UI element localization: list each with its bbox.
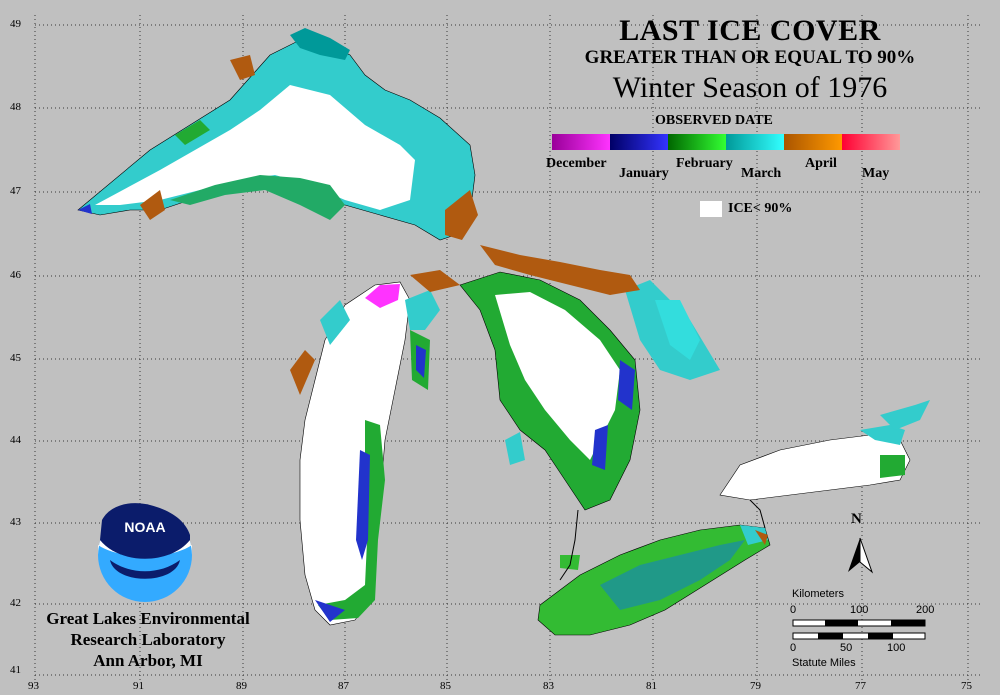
legend-label-february: February bbox=[676, 156, 733, 171]
mi-tick: 100 bbox=[887, 642, 906, 654]
lon-label: 89 bbox=[236, 680, 247, 692]
title-line3: Winter Season of 1976 bbox=[612, 71, 888, 104]
lon-label: 75 bbox=[961, 680, 972, 692]
km-tick: 200 bbox=[916, 604, 935, 616]
lat-label: 44 bbox=[10, 434, 21, 446]
legend-swatch-march bbox=[726, 134, 784, 150]
km-label: Kilometers bbox=[792, 588, 844, 600]
lake-erie bbox=[537, 524, 771, 636]
lat-label: 48 bbox=[10, 101, 21, 113]
legend-label-january: January bbox=[619, 166, 669, 181]
legend-swatch-december bbox=[552, 134, 610, 150]
rivers bbox=[559, 499, 766, 581]
legend-label-may: May bbox=[862, 166, 890, 181]
observed-date-legend-bar bbox=[552, 134, 900, 150]
credit-line1: Great Lakes Environmental bbox=[46, 609, 250, 628]
mi-tick: 50 bbox=[840, 642, 853, 654]
title-line1: LAST ICE COVER bbox=[619, 14, 881, 47]
lat-label: 41 bbox=[10, 664, 21, 676]
lake-ontario bbox=[719, 400, 930, 501]
lat-label: 45 bbox=[10, 352, 21, 364]
scale-bars bbox=[792, 619, 926, 640]
legend-label-march: March bbox=[741, 166, 782, 181]
north-arrow-icon bbox=[848, 537, 874, 574]
legend-swatch-april bbox=[784, 134, 842, 150]
lake-superior bbox=[77, 28, 478, 241]
legend-swatch-may bbox=[842, 134, 900, 150]
svg-text:NOAA: NOAA bbox=[124, 519, 165, 535]
km-tick: 100 bbox=[850, 604, 869, 616]
km-tick: 0 bbox=[790, 604, 797, 616]
mi-tick: 0 bbox=[790, 642, 797, 654]
lon-label: 85 bbox=[440, 680, 451, 692]
legend-label-april: April bbox=[805, 156, 837, 171]
lon-label: 87 bbox=[338, 680, 349, 692]
legend-label-december: December bbox=[546, 156, 607, 171]
north-label: N bbox=[851, 511, 862, 527]
lat-label: 47 bbox=[10, 185, 21, 197]
lon-label: 91 bbox=[133, 680, 144, 692]
lake-huron bbox=[410, 245, 720, 511]
title-line2: GREATER THAN OR EQUAL TO 90% bbox=[584, 47, 916, 68]
legend-swatch-january bbox=[610, 134, 668, 150]
credit-line2: Research Laboratory bbox=[70, 630, 226, 649]
lat-label: 43 bbox=[10, 516, 21, 528]
ice-less-than-90-swatch bbox=[700, 201, 722, 217]
lon-label: 81 bbox=[646, 680, 657, 692]
ice-less-than-90-label: ICE< 90% bbox=[728, 201, 793, 216]
lon-label: 83 bbox=[543, 680, 554, 692]
lon-label: 79 bbox=[750, 680, 761, 692]
lat-label: 49 bbox=[10, 18, 21, 30]
lake-michigan bbox=[290, 281, 440, 626]
lon-label: 93 bbox=[28, 680, 39, 692]
mi-label: Statute Miles bbox=[792, 657, 856, 669]
lat-label: 46 bbox=[10, 269, 21, 281]
lat-label: 42 bbox=[10, 597, 21, 609]
credit-line3: Ann Arbor, MI bbox=[93, 651, 203, 670]
legend-swatch-february bbox=[668, 134, 726, 150]
noaa-logo: NOAA bbox=[98, 503, 192, 602]
lon-label: 77 bbox=[855, 680, 866, 692]
legend-heading: OBSERVED DATE bbox=[655, 113, 773, 128]
